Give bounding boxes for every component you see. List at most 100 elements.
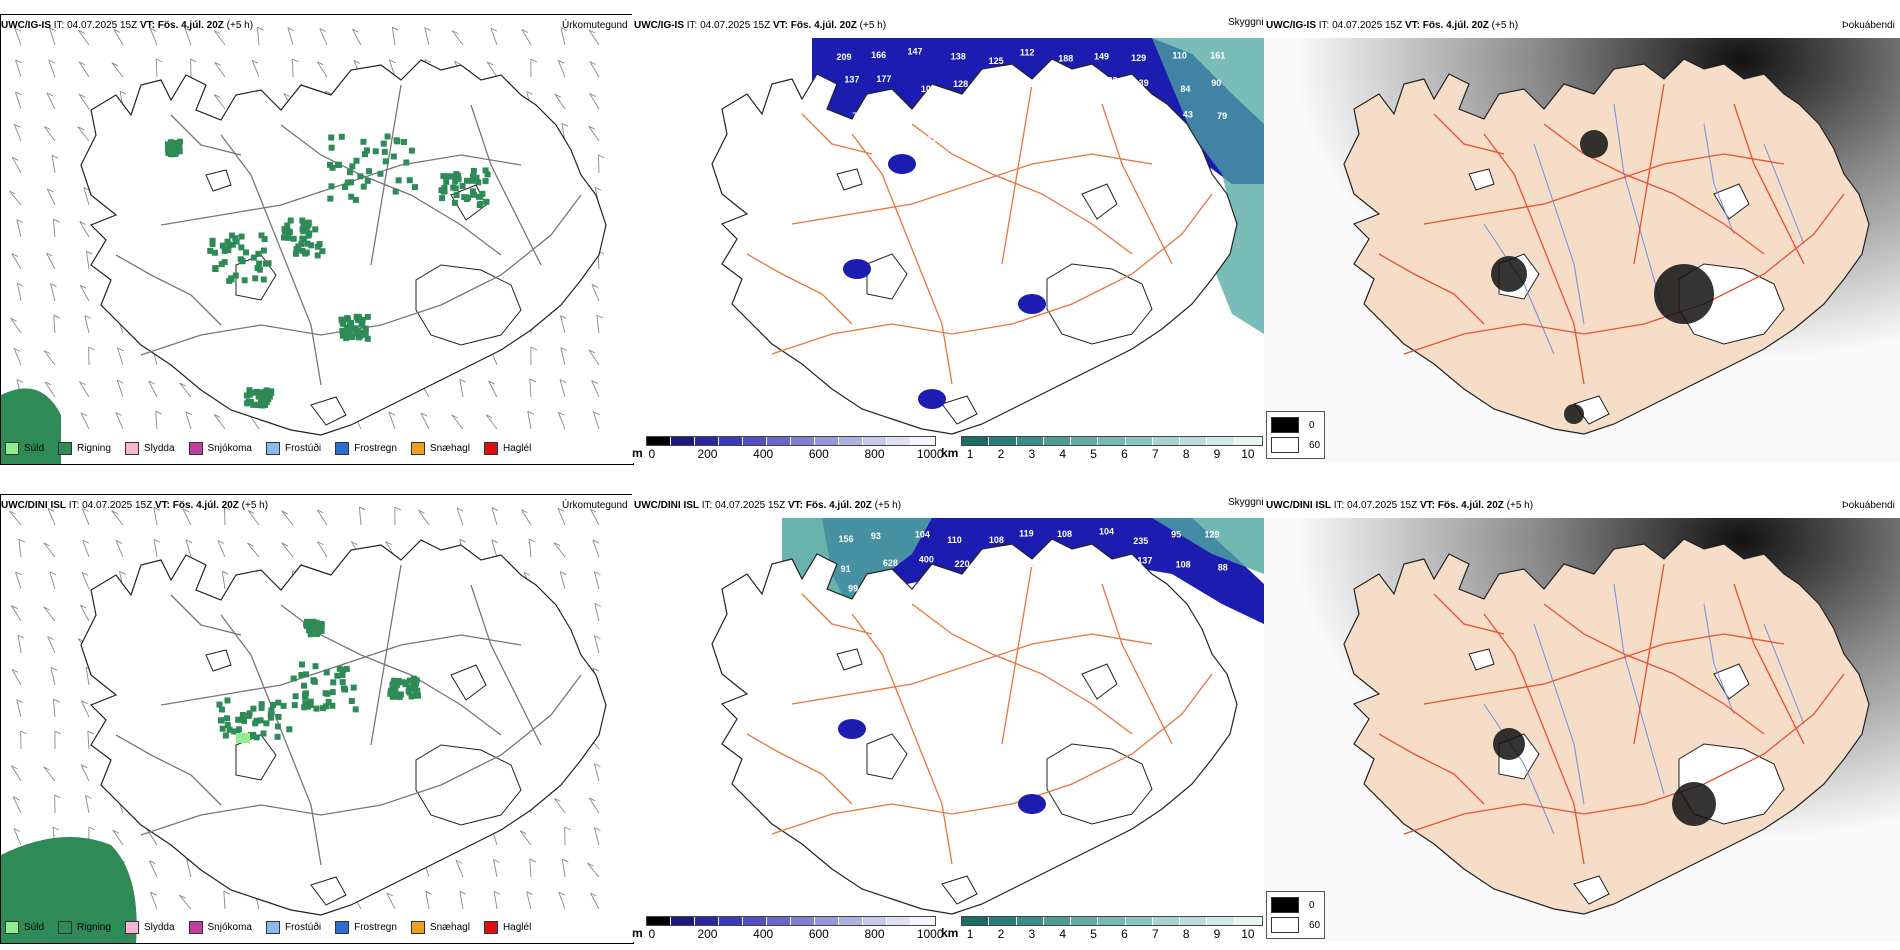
wind-barb — [77, 126, 90, 142]
legend-label: Súld — [24, 443, 45, 454]
rain-cell — [323, 669, 330, 676]
rain-cell — [217, 717, 224, 724]
rain-cell — [233, 238, 240, 245]
road-line — [370, 564, 402, 746]
rain-cell — [305, 232, 312, 239]
rain-cell — [312, 626, 319, 633]
rain-cell — [345, 316, 352, 323]
rain-cell — [164, 146, 171, 153]
colorbar-tick: 6 — [1121, 447, 1128, 461]
colorbar-tick: 5 — [1090, 447, 1097, 461]
wind-barb-feather — [558, 59, 565, 64]
wind-barb — [85, 667, 90, 686]
wind-barb — [386, 892, 396, 910]
wind-barb — [46, 252, 56, 270]
wind-barb-feather — [251, 59, 259, 64]
rain-cell — [339, 328, 346, 335]
colorbar-segment — [1207, 917, 1235, 925]
rain-cell — [346, 328, 353, 335]
precip-legend-item: Slydda — [124, 921, 175, 934]
wind-barb — [588, 797, 600, 814]
cloud-panel-row1: 209 166 147 138 125 112 188 149 129 110 161 137 177 1… — [632, 14, 1264, 463]
rain-cell — [329, 164, 336, 171]
colorbar-tick: 400 — [753, 447, 774, 461]
cloud-base-label: 43 — [961, 591, 971, 601]
cloud-base-label: 137 — [1137, 555, 1152, 565]
wind-barb-feather — [553, 542, 561, 547]
colorbar-segment — [647, 437, 671, 445]
cloud-base-label: 26 — [1103, 562, 1113, 572]
precip-legend-item: Snjókoma — [188, 442, 252, 455]
colorbar-segment — [1125, 917, 1153, 925]
fog-legend-label: 60 — [1309, 919, 1321, 931]
rain-cell — [253, 717, 260, 724]
wind-barb-feather — [17, 634, 25, 639]
wind-barb-feather — [587, 862, 594, 867]
wind-barb — [589, 93, 600, 110]
cloud-base-colorbar-row1: m 0 200 400 600 800 1000 — [632, 436, 944, 461]
rain-cell — [304, 618, 311, 625]
wind-barb-feather — [558, 411, 565, 416]
rain-cell — [274, 733, 281, 740]
iceland-coast — [80, 539, 607, 916]
wind-barb — [291, 58, 294, 78]
cloud-base-label: 38 — [965, 134, 975, 144]
wind-barb-feather — [592, 539, 600, 544]
iceland-coast — [80, 59, 607, 436]
wind-barb — [11, 669, 22, 686]
rain-cell — [441, 184, 448, 191]
rain-cell — [262, 398, 269, 405]
wind-barb — [12, 796, 22, 814]
wind-barb — [316, 509, 328, 526]
wind-barb-feather — [51, 154, 59, 159]
wind-barb-feather — [153, 506, 161, 511]
wind-barb-feather — [588, 29, 596, 34]
wind-barb — [529, 859, 532, 878]
wind-barb — [589, 61, 600, 78]
rain-cell — [463, 177, 470, 184]
colorbar-tick: 8 — [1182, 447, 1190, 461]
cloud-patch — [888, 154, 916, 174]
rain-cell — [246, 391, 253, 398]
wind-barb-feather — [47, 636, 54, 640]
wind-barb — [558, 891, 566, 910]
rain-cell — [357, 173, 364, 180]
wind-barb — [351, 28, 362, 46]
wind-barb-feather — [80, 604, 87, 609]
road-line — [140, 194, 582, 356]
wind-barb — [53, 315, 56, 334]
road-line — [1433, 593, 1505, 635]
low-visibility-area — [1152, 518, 1264, 574]
wind-barb — [587, 862, 600, 878]
wind-barb-feather — [52, 826, 60, 831]
rain-cell — [355, 333, 362, 340]
rain-cell — [224, 697, 231, 704]
wind-barb-feather — [560, 347, 567, 351]
wind-barb — [185, 411, 192, 430]
rain-cell — [439, 195, 446, 202]
wind-barb — [84, 315, 90, 334]
fog-legend-row1: 0 60 — [1266, 411, 1326, 459]
colorbar-segment — [1234, 437, 1262, 445]
wind-barb-feather — [491, 507, 499, 512]
legend-swatch — [483, 921, 498, 934]
legend-label: Haglél — [502, 443, 532, 454]
wind-barb — [43, 766, 56, 782]
wind-barb-feather — [530, 346, 538, 351]
wind-barb — [588, 29, 600, 46]
legend-swatch — [410, 921, 425, 934]
wind-barb — [213, 30, 226, 46]
wind-barb-feather — [81, 700, 88, 705]
rain-cell — [286, 726, 293, 733]
rain-cell — [390, 682, 397, 689]
cloud-base-label: 112 — [1020, 48, 1035, 58]
road-line — [851, 133, 953, 385]
cloud-map-row2: 156 93 104 110 108 119 108 104 235 95 129 91 628 400 2… — [711, 518, 1264, 915]
colorbar-segment — [1180, 437, 1208, 445]
colorbar-segment — [719, 437, 743, 445]
wind-barb-feather — [119, 570, 126, 575]
cloud-base-label: 84 — [1180, 84, 1190, 94]
rain-cell — [316, 241, 323, 248]
rain-cell — [312, 226, 319, 233]
rain-cell — [402, 681, 409, 688]
